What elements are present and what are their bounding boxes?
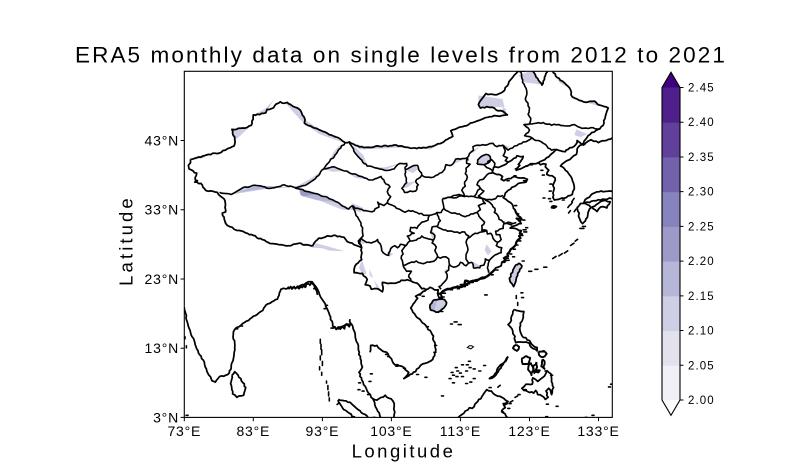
svg-text:Latitude: Latitude (116, 195, 137, 286)
svg-text:Longitude: Longitude (352, 441, 456, 462)
svg-text:103°E: 103°E (370, 423, 412, 439)
svg-text:ERA5 monthly data on single le: ERA5 monthly data on single levels from … (75, 43, 727, 68)
svg-text:2.30: 2.30 (688, 187, 715, 199)
svg-text:2.20: 2.20 (688, 256, 715, 268)
svg-text:133°E: 133°E (577, 423, 619, 439)
svg-text:13°N: 13°N (145, 340, 179, 356)
svg-text:2.15: 2.15 (688, 291, 715, 303)
svg-text:2.35: 2.35 (688, 152, 715, 164)
svg-text:2.40: 2.40 (688, 117, 715, 129)
svg-text:123°E: 123°E (508, 423, 550, 439)
svg-text:43°N: 43°N (145, 133, 179, 149)
svg-text:2.45: 2.45 (688, 83, 715, 95)
svg-text:83°E: 83°E (236, 423, 270, 439)
svg-text:2.10: 2.10 (688, 326, 715, 338)
svg-text:113°E: 113°E (440, 423, 481, 439)
svg-text:73°E: 73°E (167, 423, 201, 439)
svg-text:3°N: 3°N (153, 409, 179, 425)
svg-text:93°E: 93°E (306, 423, 340, 439)
svg-text:2.00: 2.00 (688, 395, 715, 407)
svg-text:23°N: 23°N (145, 271, 179, 287)
svg-text:33°N: 33°N (145, 202, 179, 218)
svg-text:2.05: 2.05 (688, 360, 715, 372)
svg-text:2.25: 2.25 (688, 221, 715, 233)
